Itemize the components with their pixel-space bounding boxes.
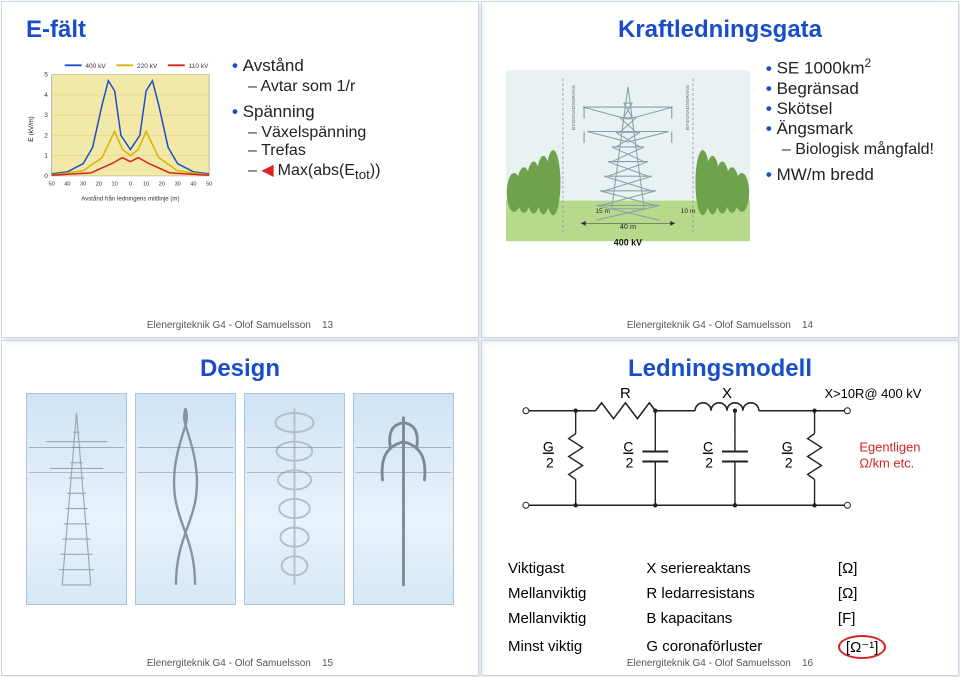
panel-ledningsmodell: Ledningsmodell RXX>10R@ 400 kVG2C2C2G2Eg… xyxy=(481,340,959,677)
design-thumb xyxy=(244,393,345,605)
svg-text:G: G xyxy=(543,438,554,454)
svg-text:30: 30 xyxy=(175,181,181,187)
svg-text:2: 2 xyxy=(44,132,48,139)
title-14: Kraftledningsgata xyxy=(506,16,934,44)
panel-efalt: E-fält 400 kV 220 kV 110 kV E (kV/m) Avstå… xyxy=(1,1,479,338)
svg-text:2: 2 xyxy=(785,454,793,470)
info-item: SE 1000km2 xyxy=(766,56,934,79)
param-row: Minst viktigG coronaförluster[Ω⁻¹] xyxy=(508,632,932,662)
efalt-bullets: AvståndAvtar som 1/r SpänningVäxelspännin… xyxy=(232,56,381,329)
svg-text:5: 5 xyxy=(44,72,48,79)
svg-text:10: 10 xyxy=(112,181,118,187)
svg-text:15 m: 15 m xyxy=(595,208,609,215)
param-row: ViktigastX seriereaktans[Ω] xyxy=(508,557,932,580)
svg-text:110 kV: 110 kV xyxy=(189,63,210,70)
svg-text:40: 40 xyxy=(64,181,70,187)
info-item: ÄngsmarkBiologisk mångfald! xyxy=(766,119,934,159)
svg-text:10 m: 10 m xyxy=(681,208,695,215)
info-item: MW/m bredd xyxy=(766,165,934,185)
svg-text:X: X xyxy=(722,384,732,401)
circuit-block: RXX>10R@ 400 kVG2C2C2G2EgentligenΩ/km et… xyxy=(506,383,934,543)
svg-text:20: 20 xyxy=(159,181,165,187)
svg-text:400 kV: 400 kV xyxy=(85,63,106,70)
bullet-item: AvståndAvtar som 1/r xyxy=(232,56,381,96)
svg-text:50: 50 xyxy=(206,181,212,187)
svg-text:4: 4 xyxy=(44,92,48,99)
svg-text:Avstånd från ledningens mittli: Avstånd från ledningens mittlinje (m) xyxy=(81,195,179,202)
param-row: MellanviktigR ledarresistans[Ω] xyxy=(508,582,932,605)
svg-text:Egentligen: Egentligen xyxy=(859,439,920,454)
svg-text:0: 0 xyxy=(129,181,132,187)
svg-text:Ω/km etc.: Ω/km etc. xyxy=(859,455,914,470)
svg-text:20: 20 xyxy=(96,181,102,187)
design-images xyxy=(26,393,454,668)
design-thumb xyxy=(353,393,454,605)
svg-text:R: R xyxy=(620,384,631,401)
svg-text:2: 2 xyxy=(546,454,554,470)
svg-text:2: 2 xyxy=(705,454,713,470)
svg-text:220 kV: 220 kV xyxy=(137,63,158,70)
info-item: Begränsad xyxy=(766,79,934,99)
title-15: Design xyxy=(26,355,454,383)
svg-text:50: 50 xyxy=(49,181,55,187)
design-thumb xyxy=(135,393,236,605)
svg-text:400 kV: 400 kV xyxy=(614,237,642,247)
svg-text:40: 40 xyxy=(190,181,196,187)
footer-13: Elenergiteknik G4 - Olof Samuelsson 13 xyxy=(2,320,478,331)
svg-text:30: 30 xyxy=(80,181,86,187)
footer-16: Elenergiteknik G4 - Olof Samuelsson 16 xyxy=(482,658,958,669)
title-13: E-fält xyxy=(26,16,454,44)
info-item: Skötsel xyxy=(766,99,934,119)
param-table: ViktigastX seriereaktans[Ω]MellanviktigR… xyxy=(506,555,934,664)
design-thumb xyxy=(26,393,127,605)
tower-figure: BYGGNADSGRÄNSBYGGNADSGRÄNS15 m40 m10 m40… xyxy=(506,54,750,329)
svg-text:C: C xyxy=(703,438,713,454)
svg-text:2: 2 xyxy=(626,454,634,470)
footer-14: Elenergiteknik G4 - Olof Samuelsson 14 xyxy=(482,320,958,331)
svg-text:0: 0 xyxy=(44,173,48,180)
param-row: MellanviktigB kapacitans[F] xyxy=(508,607,932,630)
svg-text:G: G xyxy=(782,438,793,454)
panel-kraftledningsgata: Kraftledningsgata BYGGNADSGRÄNSBYGGNADSG… xyxy=(481,1,959,338)
panel-design: Design Elenergiteknik G4 - Olof Samuelss… xyxy=(1,340,479,677)
svg-text:X>10R@ 400 kV: X>10R@ 400 kV xyxy=(825,385,922,400)
svg-text:3: 3 xyxy=(44,112,48,119)
svg-text:E (kV/m): E (kV/m) xyxy=(28,116,35,141)
bullet-item: SpänningVäxelspänningTrefas◀Max(abs(Etot… xyxy=(232,102,381,182)
efalt-chart: 400 kV 220 kV 110 kV E (kV/m) Avstånd från… xyxy=(26,54,216,204)
svg-text:10: 10 xyxy=(143,181,149,187)
title-16: Ledningsmodell xyxy=(628,355,812,382)
svg-text:C: C xyxy=(623,438,633,454)
svg-text:1: 1 xyxy=(44,153,48,160)
footer-15: Elenergiteknik G4 - Olof Samuelsson 15 xyxy=(2,658,478,669)
kraft-bullets: SE 1000km2BegränsadSkötselÄngsmarkBiolog… xyxy=(766,56,934,329)
